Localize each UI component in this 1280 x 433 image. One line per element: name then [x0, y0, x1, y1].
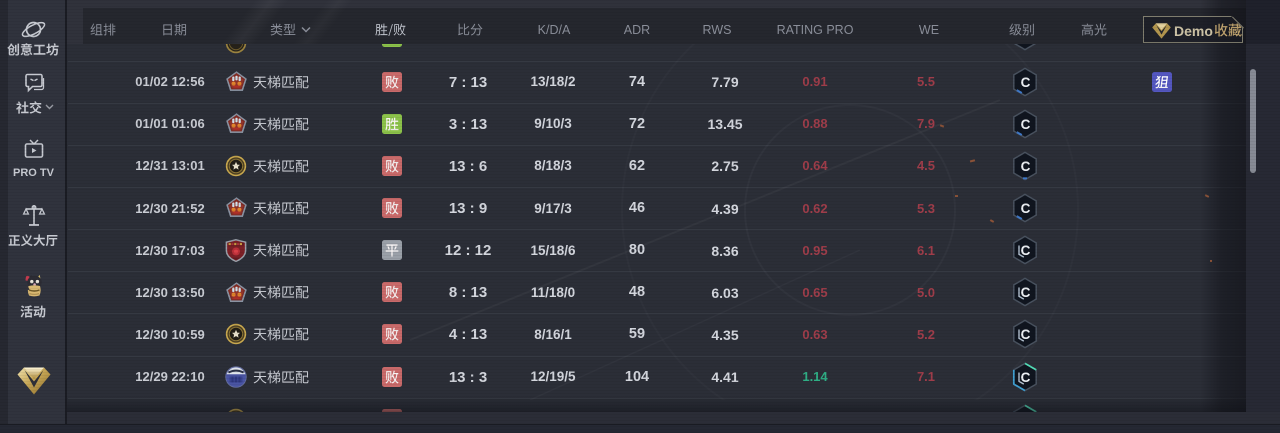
svg-text:C: C	[1021, 243, 1031, 258]
svg-text:C: C	[1021, 159, 1031, 174]
svg-text:C: C	[1021, 201, 1031, 216]
svg-text:C: C	[1021, 327, 1031, 342]
svg-text:C: C	[1021, 285, 1031, 300]
svg-text:C: C	[1021, 117, 1031, 132]
svg-text:C: C	[1021, 370, 1031, 385]
svg-text:C: C	[1021, 75, 1031, 90]
